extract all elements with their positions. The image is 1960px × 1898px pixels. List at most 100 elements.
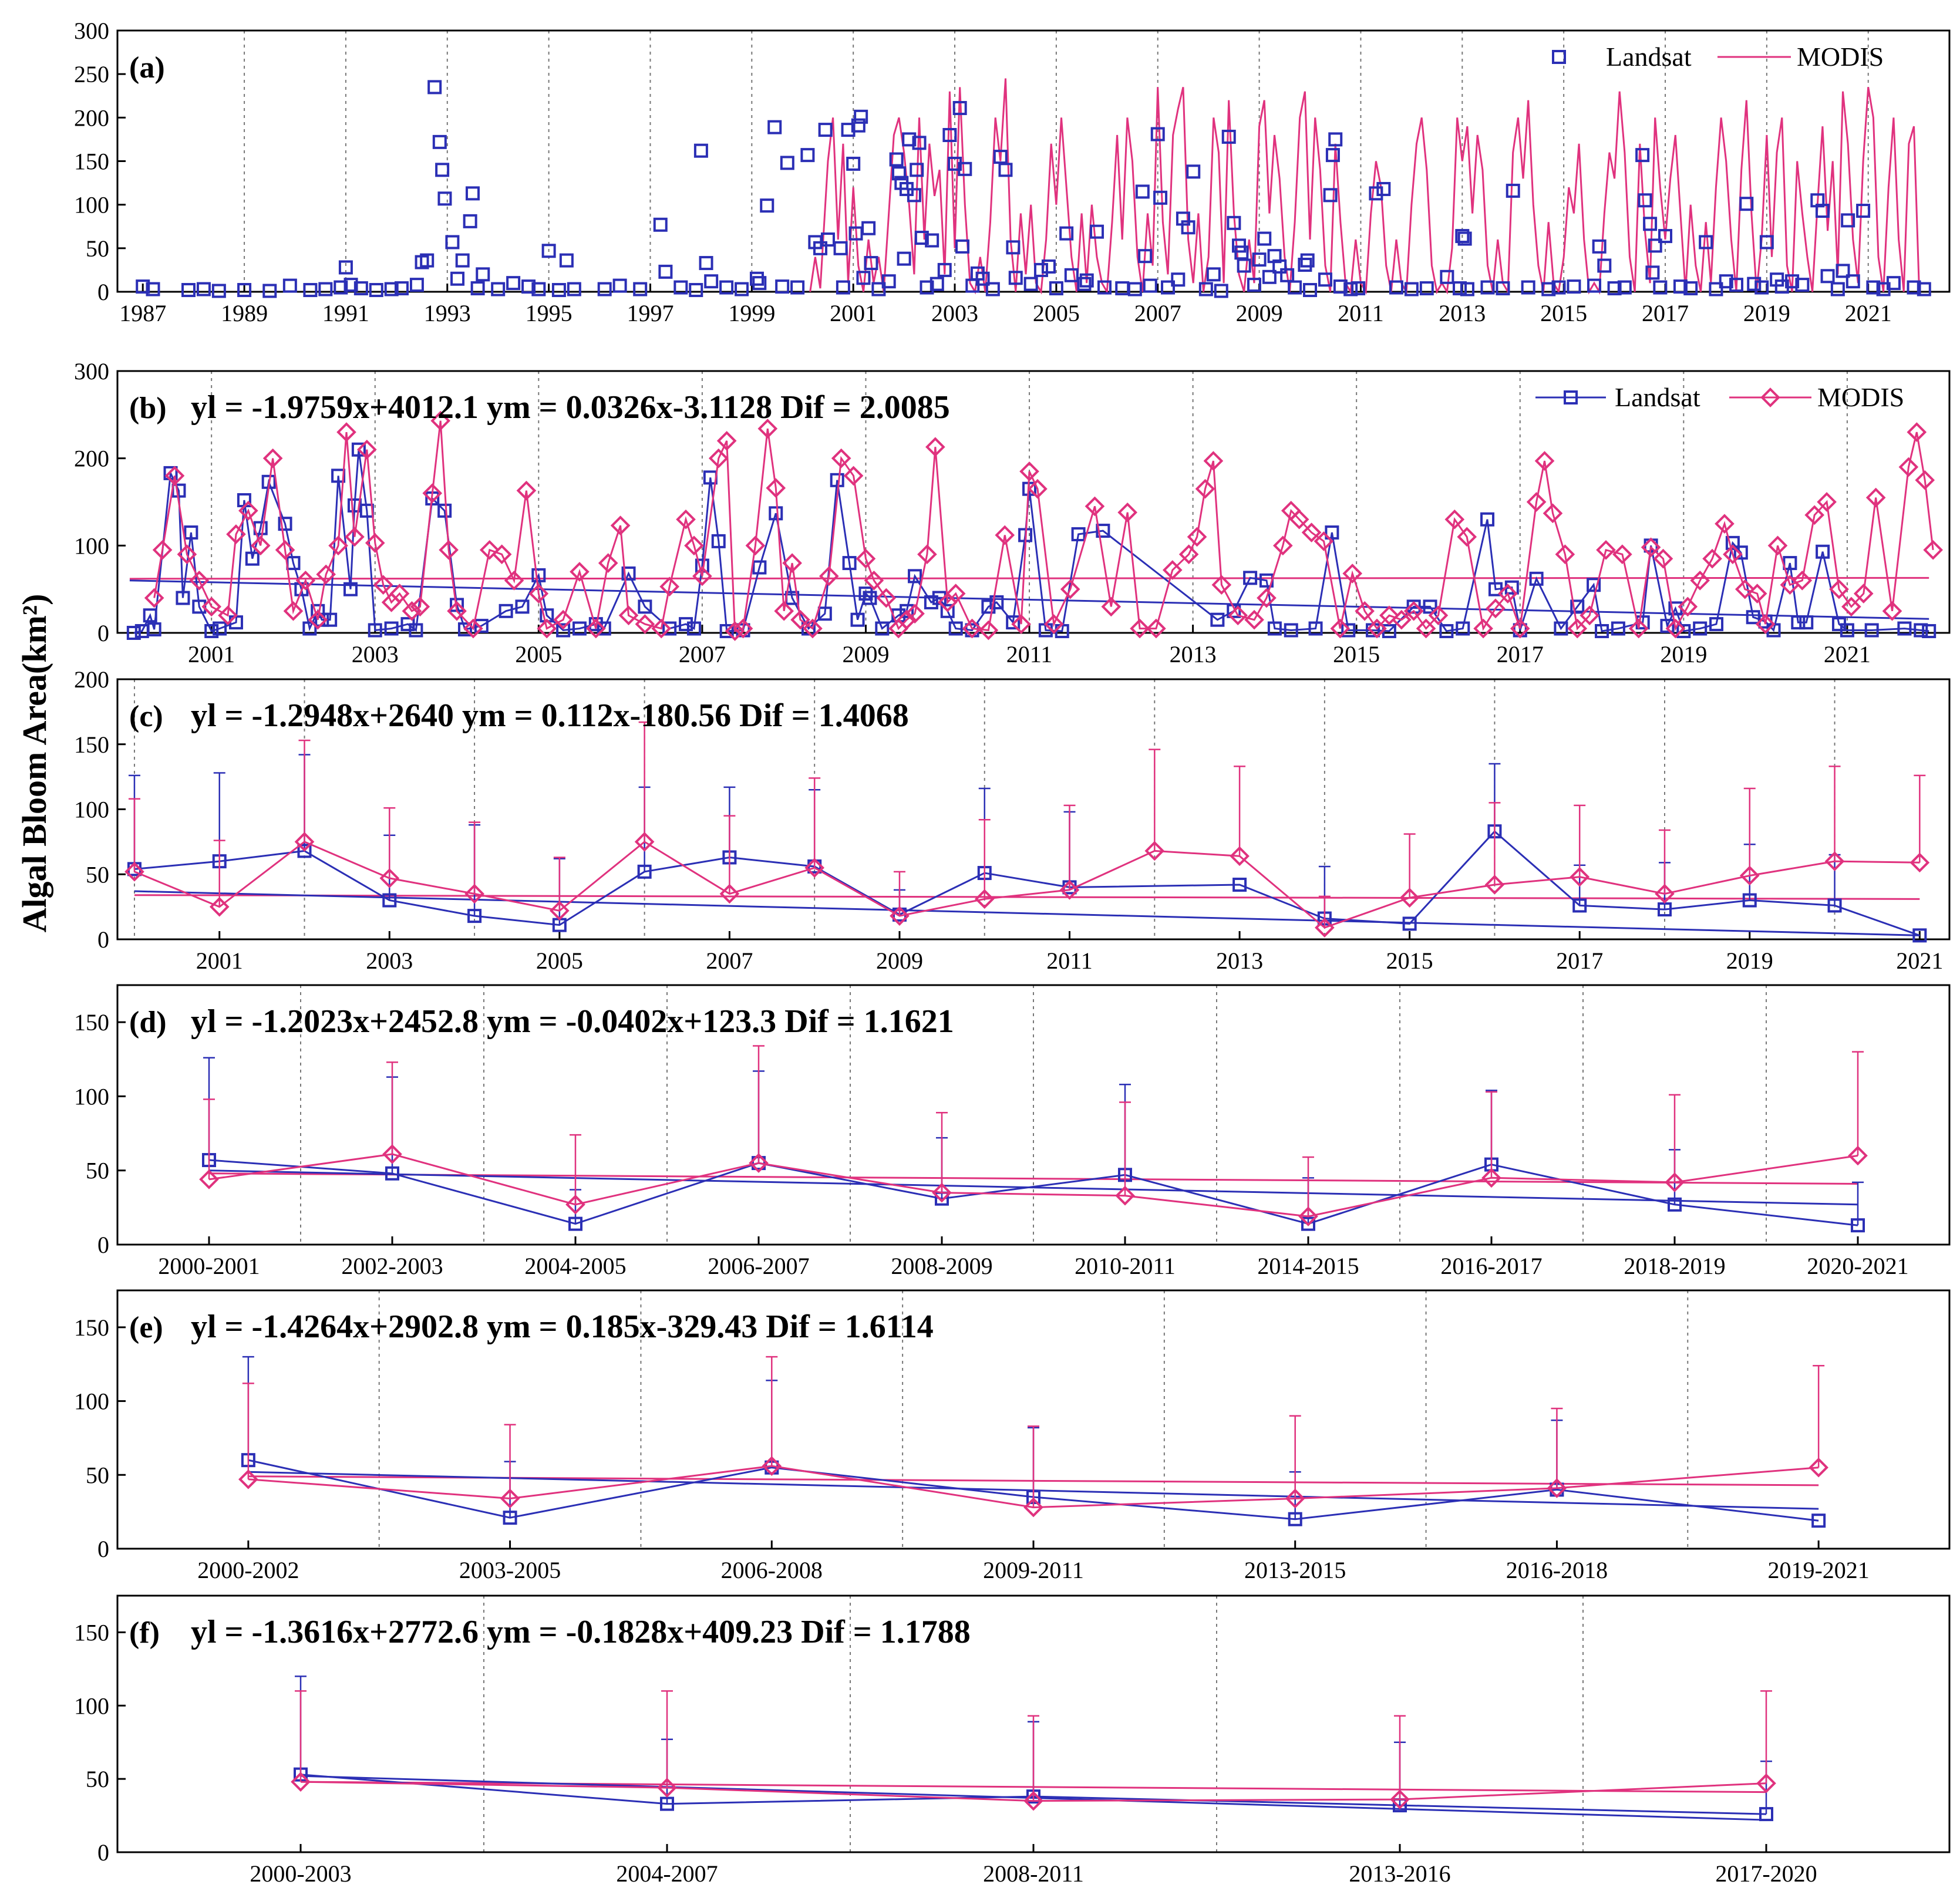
modis-point [1702,548,1722,569]
x-tick-label: 2017 [1642,300,1689,326]
landsat-point [334,280,348,295]
modis-point [1498,584,1518,604]
modis-point [316,564,336,585]
landsat-point [638,599,652,614]
landsat-point [597,621,611,636]
landsat-point [409,623,423,638]
modis-point [708,448,729,468]
y-tick-label: 0 [97,1536,109,1562]
modis-point [1628,618,1649,639]
modis-point [1144,841,1165,861]
modis-point [716,431,737,451]
modis-point [1289,509,1309,530]
legend-landsat-marker [1564,390,1578,404]
landsat-point [836,280,850,295]
x-tick-label: 2010-2011 [1075,1253,1176,1279]
modis-point [1481,1168,1501,1188]
panel-label: (d) [129,1006,167,1039]
landsat-point [323,612,338,627]
x-tick-label: 1999 [728,300,775,326]
modis-point [1755,614,1776,634]
landsat-point [897,251,911,266]
modis-point [598,553,618,573]
landsat-point [297,844,312,858]
modis-point [1187,527,1207,547]
landsat-point [136,279,150,294]
landsat-point [1754,280,1769,295]
x-tick-label: 2016-2017 [1440,1253,1542,1279]
landsat-point [1243,571,1258,585]
landsat-point [1227,215,1241,230]
modis-point [1824,851,1845,871]
landsat-point [1153,190,1168,205]
landsat-point [463,214,477,228]
x-tick-label: 1989 [221,300,268,326]
landsat-point [1886,276,1901,291]
modis-point [500,1488,520,1509]
modis-point [1817,492,1837,512]
modis-point [803,618,823,639]
landsat-point [1333,279,1348,294]
landsat-point [476,267,490,282]
modis-point [618,605,639,626]
modis-point [295,570,316,591]
landsat-point [1143,278,1157,293]
y-tick-label: 0 [97,926,109,953]
modis-point [402,601,422,621]
modis-point [1195,478,1215,499]
modis-point [692,566,712,586]
modis-point [373,575,393,595]
landsat-point [1227,604,1241,618]
panel-c: 0 50 100 150 200 2001 2003 2005 2007 2009 2011 2013… [74,666,1951,974]
landsat-point [775,279,790,294]
landsat-point [1284,623,1298,638]
landsat-point [1856,204,1871,218]
modis-point [1301,522,1322,542]
landsat-point [662,621,677,636]
x-tick-label: 2014-2015 [1257,1253,1359,1279]
x-tick-label: 2013-2015 [1244,1557,1346,1583]
landsat-point [1343,282,1358,296]
y-tick-label: 100 [74,1388,109,1415]
landsat-point [394,281,409,296]
modis-point [1011,614,1031,634]
modis-point [1314,531,1334,551]
landsat-point [1554,621,1568,636]
regression-equation: yl = -1.2023x+2452.8 ym = -0.0402x+123.3… [191,1003,954,1040]
landsat-point [1077,277,1092,291]
landsat-point [204,624,219,639]
x-tick-label: 2006-2008 [721,1557,823,1583]
modis-point [1747,584,1767,604]
y-tick-label: 100 [74,192,109,218]
landsat-point [1301,1216,1315,1231]
x-tick-label: 2013 [1216,948,1263,974]
legend-modis-label: MODIS [1797,42,1884,72]
x-tick-label: 2015 [1333,641,1380,667]
modis-point [1907,422,1927,442]
x-tick-label: 2007 [1134,300,1181,326]
y-tick-label: 150 [74,1619,109,1646]
modis-point [1570,867,1590,887]
modis-point [1244,609,1264,630]
modis-point [945,584,966,604]
landsat-point [1186,164,1201,179]
landsat-point [1318,272,1332,287]
modis-series-line [208,1153,1858,1218]
modis-point [1146,618,1166,639]
landsat-point [1587,278,1602,293]
landsat-point [1725,535,1740,550]
modis-point [410,596,430,617]
landsat-point [930,277,944,291]
landsat-point [420,253,435,268]
modis-point [1285,1488,1305,1509]
modis-point [782,553,802,573]
landsat-point [1759,1807,1773,1822]
landsat-point [1551,280,1566,295]
modis-point [1756,1773,1776,1794]
landsat-point [769,506,783,521]
landsat-point [1739,197,1754,211]
landsat-point [889,152,904,167]
modis-point [177,544,197,565]
modis-point [124,861,144,882]
x-tick-label: 2002-2003 [341,1253,443,1279]
